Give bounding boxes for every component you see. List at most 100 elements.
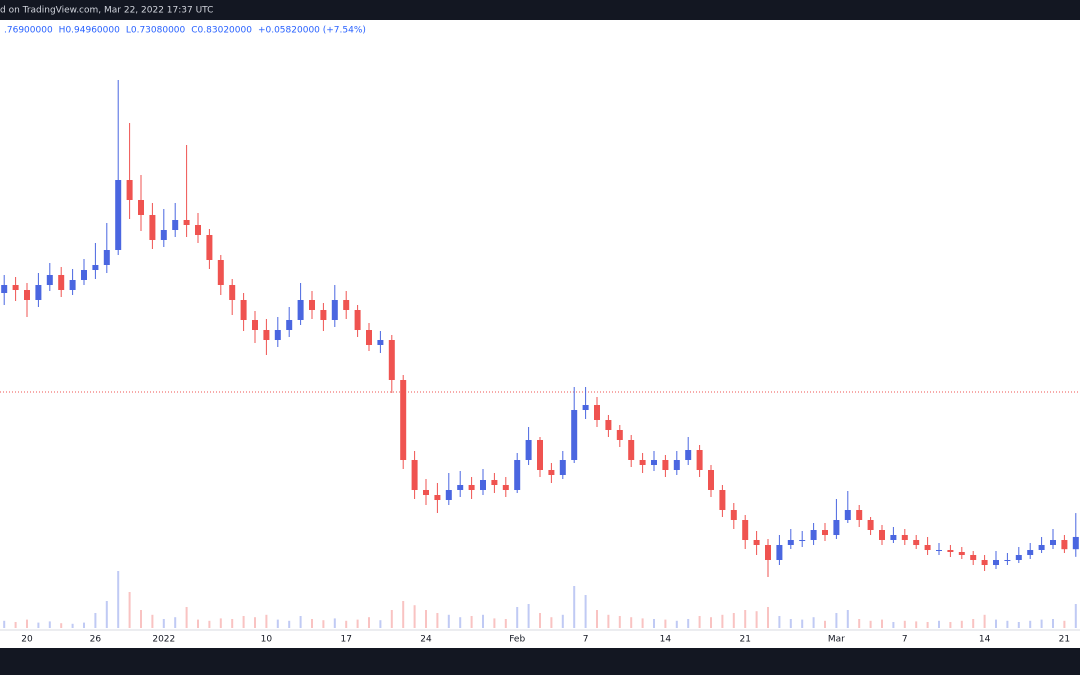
candle-body: [206, 235, 213, 260]
candle-body: [856, 510, 863, 520]
candle-body: [958, 552, 965, 555]
candle-body: [81, 270, 87, 280]
candle-body: [867, 520, 874, 530]
candle-body: [480, 480, 486, 490]
x-tick-label: 10: [261, 635, 273, 645]
volume-bar: [653, 619, 655, 628]
x-tick-label: 24: [420, 635, 432, 645]
candle-body: [195, 225, 201, 235]
volume-bar: [995, 619, 997, 628]
volume-bar: [185, 607, 188, 628]
candle-body: [354, 310, 361, 330]
volume-bar: [789, 619, 792, 628]
volume-bar: [459, 617, 462, 628]
volume-bar: [413, 605, 416, 628]
candle-body: [981, 560, 988, 565]
candle-body: [970, 555, 977, 560]
candle-body: [46, 275, 53, 285]
candle-body: [12, 285, 19, 290]
candle-body: [217, 260, 224, 285]
volume-bar: [368, 617, 370, 628]
candle-body: [24, 290, 30, 300]
volume-bar: [881, 619, 883, 628]
volume-bar: [835, 613, 838, 628]
volume-bar: [436, 613, 439, 628]
top-bar: [0, 0, 1080, 20]
candle-body: [822, 530, 828, 535]
candle-body: [388, 340, 395, 380]
candle-body: [924, 545, 931, 550]
candle-body: [810, 530, 817, 540]
volume-bar: [618, 616, 621, 628]
volume-bar: [288, 620, 291, 628]
volume-bar: [721, 614, 724, 628]
candle-body: [1027, 550, 1034, 555]
candle-body: [753, 540, 760, 545]
volume-bar: [949, 622, 952, 628]
candle-body: [69, 280, 76, 290]
volume-bar: [869, 620, 872, 628]
candle-body: [844, 510, 851, 520]
candle-body: [149, 215, 156, 240]
candle-body: [252, 320, 258, 330]
candle-body: [1061, 540, 1068, 550]
volume-bar: [607, 614, 610, 628]
candle-body: [1050, 540, 1056, 545]
x-tick-label: 14: [660, 635, 672, 645]
ohlc-legend: +0.05820000 (+7.54%): [258, 26, 366, 36]
candle-body: [696, 450, 703, 470]
volume-bar: [824, 620, 826, 628]
candle-body: [115, 180, 122, 250]
volume-bar: [333, 618, 336, 628]
candle-body: [742, 520, 749, 540]
volume-bar: [470, 616, 473, 628]
candle-body: [1015, 555, 1022, 560]
candle-body: [229, 285, 236, 300]
x-tick-label: 17: [340, 635, 351, 645]
candle-body: [183, 220, 190, 225]
candle-body: [1, 285, 8, 293]
candle-body: [776, 545, 783, 560]
volume-bar: [1063, 620, 1066, 628]
volume-bar: [276, 619, 279, 628]
volume-bar: [938, 620, 940, 628]
ohlc-legend: .76900000: [4, 26, 53, 36]
candle-body: [445, 490, 452, 500]
candle-body: [411, 460, 418, 490]
volume-bar: [447, 614, 450, 628]
candle-body: [799, 540, 806, 541]
volume-bar: [926, 622, 929, 628]
candle-body: [594, 405, 600, 420]
volume-bar: [596, 610, 598, 628]
volume-bar: [265, 614, 268, 628]
volume-bar: [197, 619, 199, 628]
volume-bar: [322, 620, 325, 628]
candle-body: [651, 460, 657, 465]
volume-bar: [299, 616, 302, 628]
volume-bar: [983, 614, 986, 628]
candle-body: [1072, 536, 1079, 550]
volume-bar: [26, 619, 28, 628]
volume-bar: [14, 622, 17, 628]
candle-body: [525, 440, 532, 460]
candle-body: [138, 200, 144, 215]
volume-bar: [516, 607, 519, 628]
volume-bar: [539, 613, 541, 628]
volume-bar: [128, 592, 131, 628]
volume-bar: [732, 613, 735, 628]
candle-body: [787, 540, 794, 545]
volume-bar: [105, 601, 108, 628]
candle-body: [172, 220, 179, 230]
candle-body: [103, 250, 110, 265]
x-tick-label: Feb: [509, 635, 525, 645]
volume-bar: [641, 618, 644, 628]
candle-body: [947, 550, 954, 552]
volume-bar: [664, 619, 667, 628]
volume-bar: [858, 619, 861, 628]
candle-body: [377, 340, 384, 345]
candle-body: [434, 495, 441, 500]
x-tick-label: 21: [739, 635, 750, 645]
candle-body: [286, 320, 293, 330]
volume-bar: [687, 619, 690, 628]
